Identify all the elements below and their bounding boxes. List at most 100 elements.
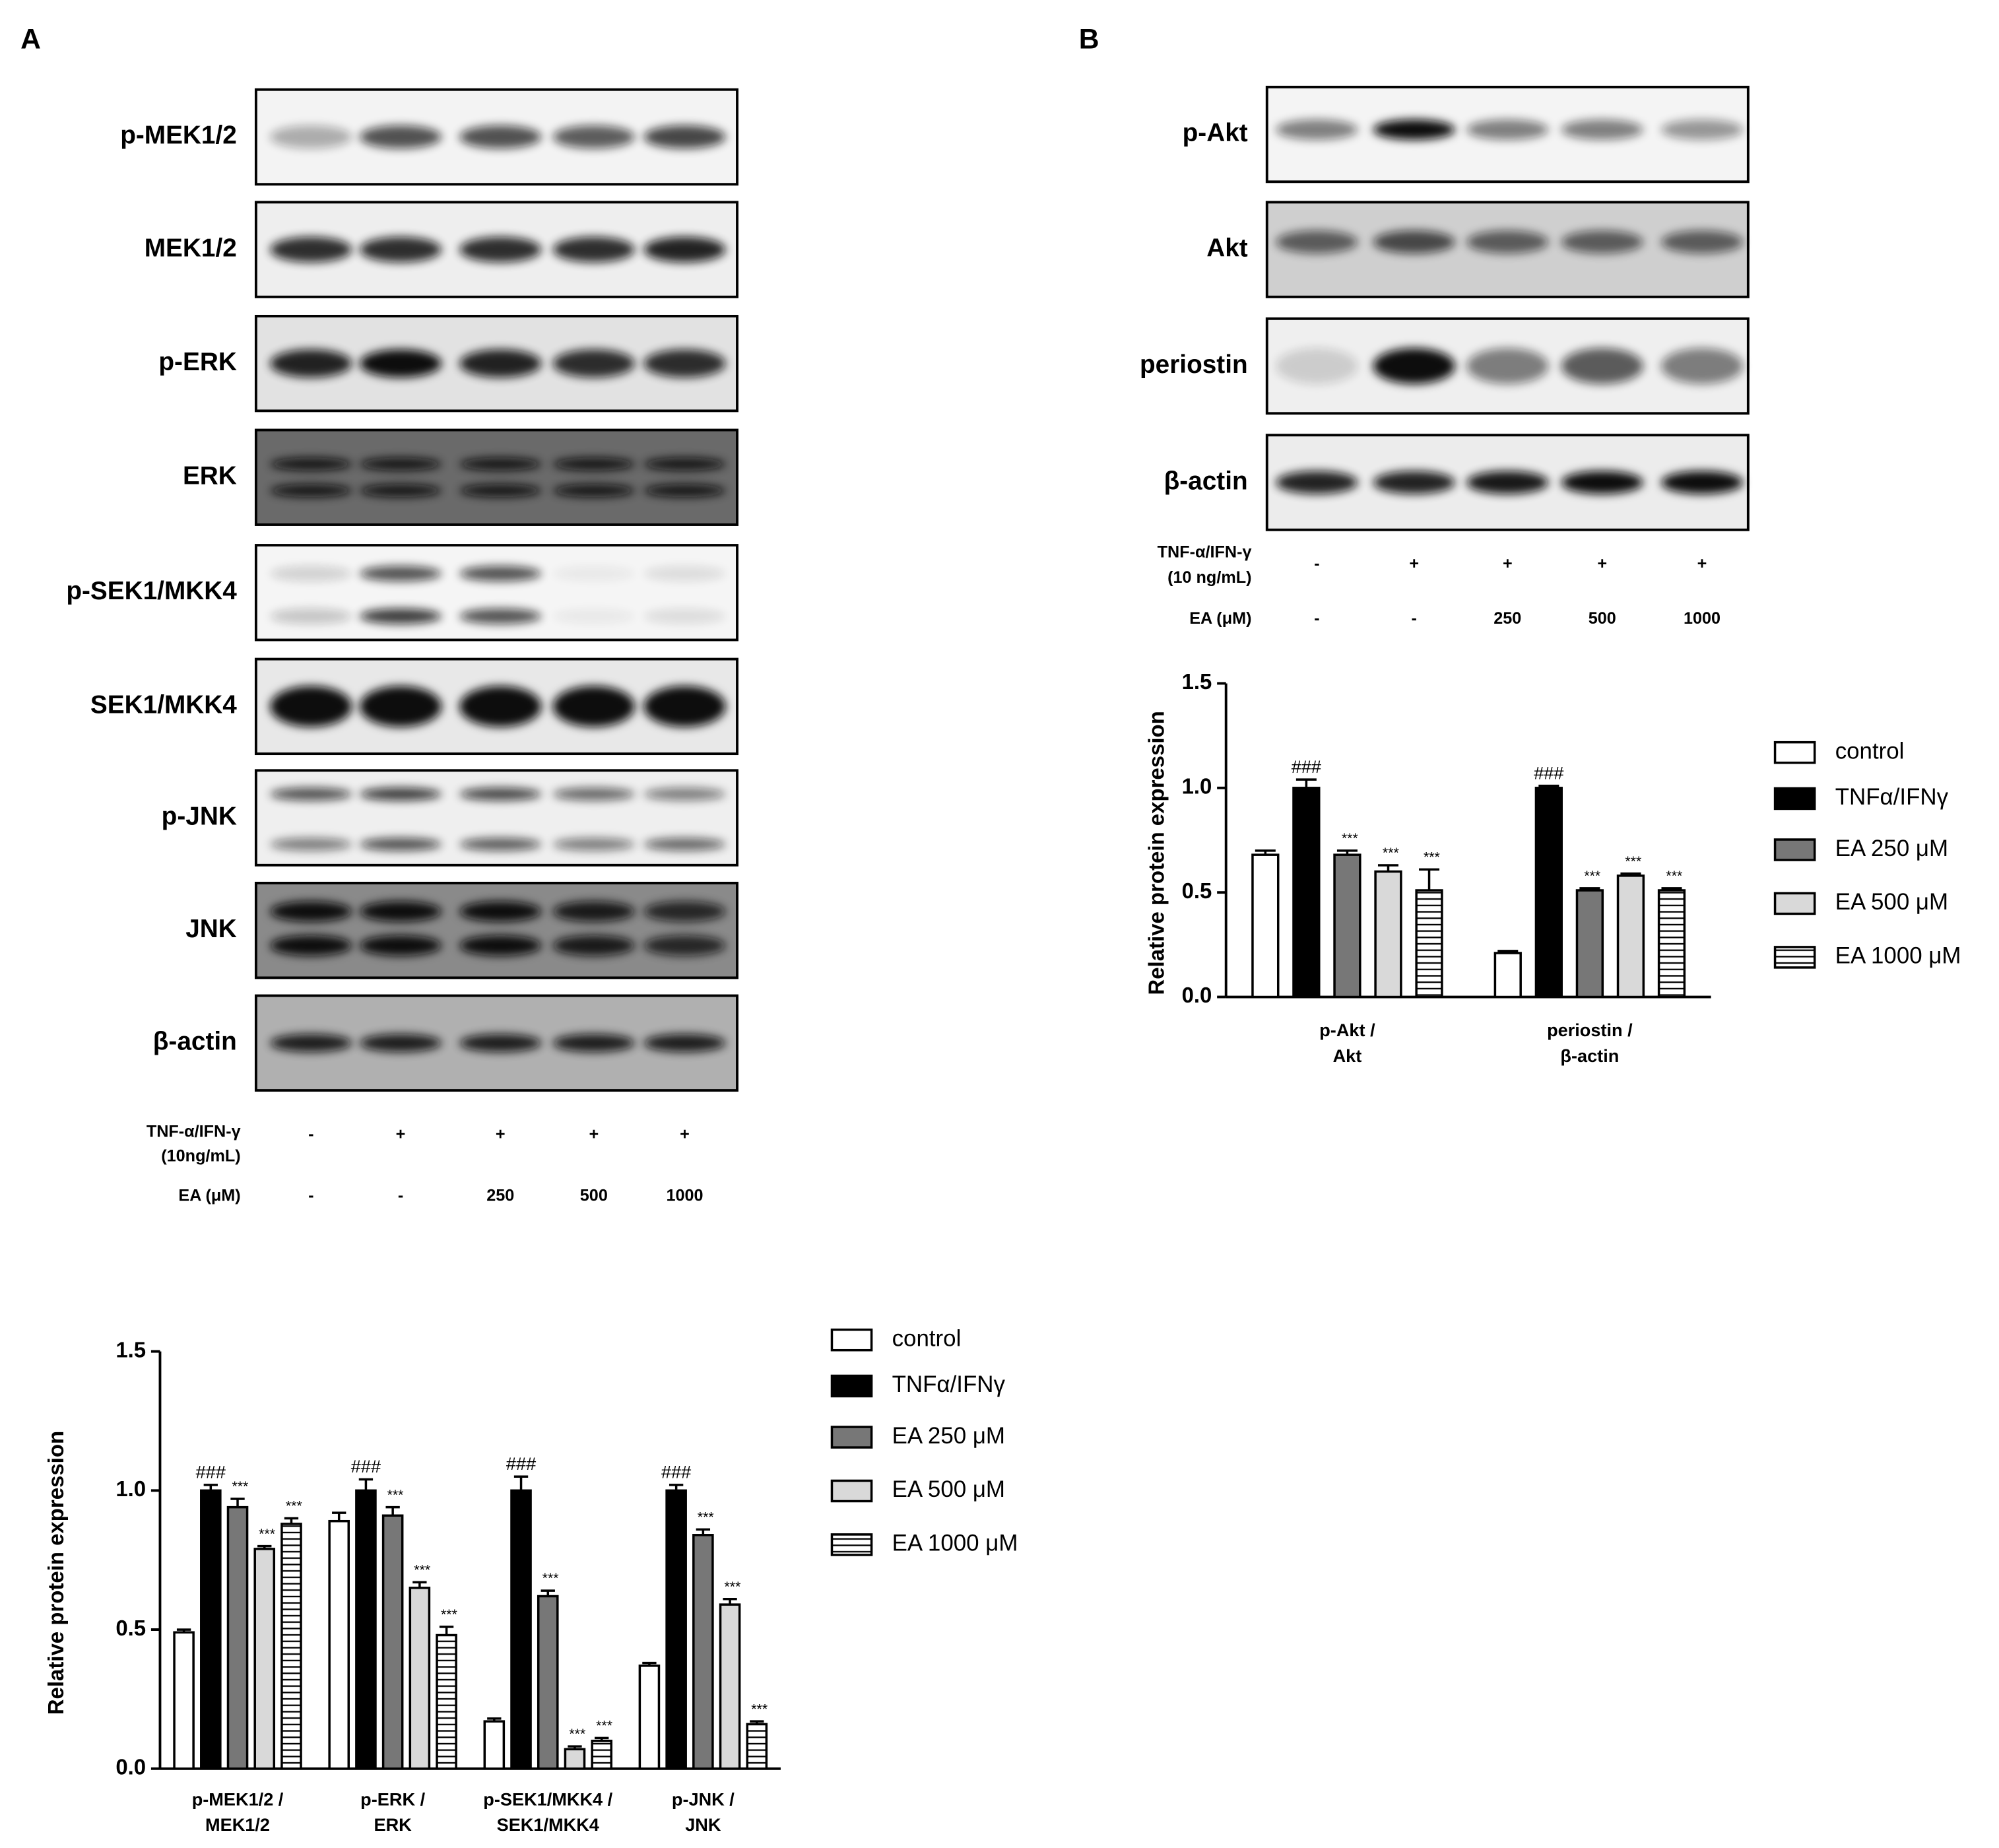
blot-band — [359, 125, 442, 148]
bar — [1616, 874, 1645, 999]
significance-label: *** — [1424, 849, 1440, 865]
legend-swatch — [830, 1374, 873, 1398]
blot-band — [459, 457, 542, 471]
treatment-label: (10 ng/mL) — [1167, 568, 1251, 587]
blot-band — [459, 609, 542, 624]
blot-band — [359, 484, 442, 498]
x-tick-label: p-SEK1/MKK4 / — [483, 1789, 612, 1809]
bar — [1657, 889, 1686, 999]
blot-band — [1276, 119, 1358, 140]
treatment-value: 250 — [486, 1187, 514, 1205]
blot-frame — [254, 428, 738, 526]
blot-band — [359, 787, 442, 801]
treatment-value: + — [1697, 554, 1707, 573]
blot-band — [1561, 230, 1643, 254]
significance-label: *** — [596, 1718, 612, 1734]
legend-label: EA 1000 μM — [892, 1531, 1018, 1556]
significance-label: *** — [1383, 845, 1399, 861]
bar — [1575, 889, 1604, 999]
legend-label: TNFα/IFNγ — [1835, 784, 1949, 810]
blot-band — [270, 484, 352, 498]
blot-band — [643, 236, 726, 263]
significance-label: *** — [698, 1509, 714, 1525]
bar — [510, 1489, 532, 1770]
legend-swatch — [830, 1328, 873, 1352]
significance-label: *** — [286, 1498, 302, 1514]
significance-label: *** — [259, 1526, 275, 1542]
bar — [591, 1739, 612, 1770]
x-tick-label: p-MEK1/2 / — [192, 1789, 284, 1809]
blot-band — [359, 901, 442, 922]
blot-band — [552, 838, 635, 851]
blot-band — [459, 901, 542, 922]
treatment-value: + — [1597, 554, 1607, 573]
blot-label: p-JNK — [162, 802, 237, 830]
bar — [537, 1595, 559, 1770]
significance-label: *** — [232, 1478, 248, 1494]
blot-label: p-ERK — [158, 348, 236, 376]
legend-swatch — [1773, 787, 1816, 810]
blot-band — [459, 236, 542, 263]
treatment-value: 1000 — [666, 1187, 703, 1205]
blot-band — [270, 125, 352, 148]
y-axis-label: Relative protein expression — [1144, 711, 1169, 995]
blot-band — [270, 787, 352, 801]
treatment-label: TNF-α/IFN-γ — [1158, 543, 1252, 561]
blot-band — [1466, 230, 1549, 254]
blot-band — [459, 838, 542, 851]
treatment-value: - — [1314, 554, 1319, 573]
significance-label: *** — [387, 1487, 404, 1503]
blot-label: ERK — [183, 462, 237, 490]
blot-band — [552, 566, 635, 581]
bar — [1251, 853, 1280, 999]
y-axis-label: Relative protein expression — [44, 1431, 68, 1715]
blot-label: SEK1/MKK4 — [90, 691, 237, 719]
blot-label: β-actin — [1164, 467, 1248, 495]
blot-band — [1466, 348, 1549, 384]
blot-frame — [254, 769, 738, 867]
blot-frame — [254, 882, 738, 979]
bar — [173, 1631, 195, 1770]
bar — [638, 1665, 661, 1770]
bar — [719, 1603, 741, 1770]
blot-label: MEK1/2 — [145, 234, 237, 262]
blot-band — [359, 457, 442, 471]
x-tick-label: p-Akt / — [1319, 1020, 1375, 1040]
blot-band — [552, 686, 635, 727]
legend-swatch — [1773, 838, 1816, 861]
bar — [483, 1720, 506, 1770]
y-tick-label: 1.0 — [1182, 774, 1212, 799]
blot-band — [643, 838, 726, 851]
blot-label: p-MEK1/2 — [120, 121, 237, 150]
y-tick-label: 0.0 — [1182, 983, 1212, 1007]
blot-band — [1660, 119, 1744, 140]
significance-label: ### — [1292, 756, 1321, 777]
blot-label: β-actin — [153, 1028, 237, 1056]
x-tick-label: p-JNK / — [672, 1789, 735, 1809]
blot-band — [359, 566, 442, 581]
blot-band — [643, 457, 726, 471]
treatment-value: - — [398, 1187, 403, 1205]
blot-band — [552, 609, 635, 624]
bar — [665, 1489, 687, 1770]
blot-band — [643, 935, 726, 956]
blot-band — [359, 686, 442, 727]
legend-swatch — [1773, 892, 1816, 915]
legend-swatch — [1773, 741, 1816, 764]
blot-band — [270, 609, 352, 624]
x-tick-label: Akt — [1333, 1045, 1362, 1066]
blot-band — [459, 566, 542, 581]
treatment-label: EA (μM) — [178, 1187, 240, 1205]
blot-band — [270, 457, 352, 471]
blot-band — [270, 1034, 352, 1052]
y-tick-label: 1.5 — [115, 1337, 146, 1362]
legend-label: control — [892, 1325, 962, 1351]
bar — [692, 1534, 714, 1770]
blot-band — [552, 125, 635, 148]
blot-band — [643, 686, 726, 727]
blot-band — [1561, 348, 1643, 384]
treatment-value: 500 — [1589, 609, 1616, 628]
blot-band — [643, 566, 726, 581]
legend-label: EA 500 μM — [1835, 889, 1948, 915]
blot-band — [1276, 230, 1358, 254]
